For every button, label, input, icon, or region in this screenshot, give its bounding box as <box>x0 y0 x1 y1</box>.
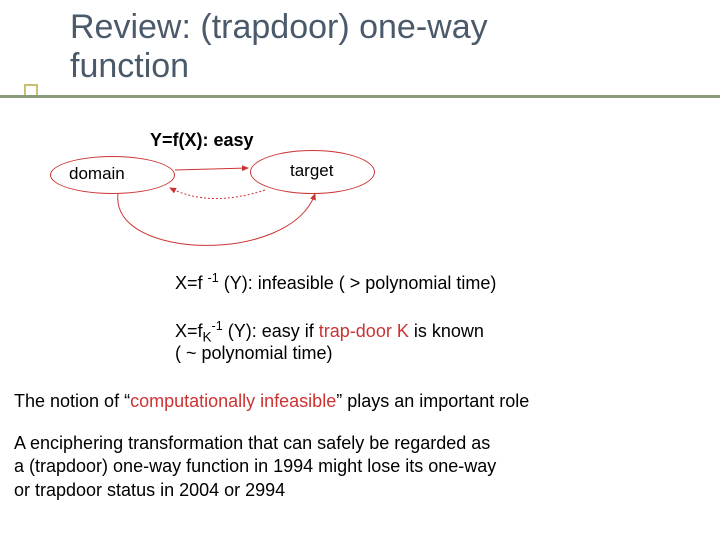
easy-label: Y=f(X): easy <box>150 130 254 151</box>
para1-red: computationally infeasible <box>130 391 336 411</box>
trapdoor-red: trap-door K <box>319 321 409 341</box>
para1-b: ” plays an important role <box>336 391 529 411</box>
title-underline <box>0 95 720 98</box>
para2-l1: A enciphering transformation that can sa… <box>14 433 490 453</box>
trapdoor-line2: ( ~ polynomial time) <box>175 342 333 365</box>
inverse-rest: (Y): infeasible ( > polynomial time) <box>219 273 497 293</box>
title-line1: Review: (trapdoor) one-way <box>70 8 488 46</box>
diagram: domain target <box>40 150 400 265</box>
trapdoor-rest-a: (Y): easy if <box>223 321 319 341</box>
title-line2: function <box>70 47 189 85</box>
trapdoor-sup: -1 <box>212 319 223 333</box>
para1-a: The notion of “ <box>14 391 130 411</box>
inverse-line: X=f -1 (Y): infeasible ( > polynomial ti… <box>175 270 496 295</box>
para2: A enciphering transformation that can sa… <box>14 432 496 502</box>
para1: The notion of “computationally infeasibl… <box>14 390 529 413</box>
trapdoor-rest-b: is known <box>409 321 484 341</box>
slide-title: Review: (trapdoor) one-way function <box>70 8 700 86</box>
inverse-sup: -1 <box>208 271 219 285</box>
trapdoor-prefix: X=f <box>175 321 203 341</box>
arrows-svg <box>40 150 400 265</box>
para2-l3: or trapdoor status in 2004 or 2994 <box>14 480 285 500</box>
inverse-prefix: X=f <box>175 273 208 293</box>
para2-l2: a (trapdoor) one-way function in 1994 mi… <box>14 456 496 476</box>
